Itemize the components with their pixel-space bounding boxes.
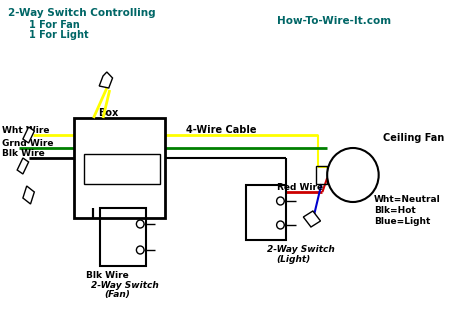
- Text: 1 For Fan: 1 For Fan: [29, 20, 79, 30]
- Text: 1 For Light: 1 For Light: [29, 30, 88, 40]
- Text: Red Wire: Red Wire: [276, 183, 323, 192]
- Text: How-To-Wire-It.com: How-To-Wire-It.com: [276, 16, 391, 26]
- Text: 2-Way Switch: 2-Way Switch: [267, 245, 335, 254]
- Text: Blk=Hot: Blk=Hot: [374, 206, 416, 215]
- Circle shape: [136, 220, 144, 228]
- Text: (Light): (Light): [276, 255, 311, 264]
- Circle shape: [276, 197, 284, 205]
- Text: Blk Wire: Blk Wire: [2, 149, 44, 158]
- Text: (Fan): (Fan): [104, 290, 130, 299]
- Text: 4-Wire Cable: 4-Wire Cable: [186, 125, 257, 135]
- Polygon shape: [23, 186, 35, 204]
- Circle shape: [276, 221, 284, 229]
- Text: Blk Wire: Blk Wire: [86, 271, 128, 280]
- Text: Blue=Light: Blue=Light: [374, 217, 430, 226]
- Circle shape: [136, 246, 144, 254]
- Text: Box: Box: [98, 108, 118, 118]
- Text: Ceiling Fan: Ceiling Fan: [384, 133, 445, 143]
- Text: 2-Way Switch Controlling: 2-Way Switch Controlling: [8, 8, 155, 18]
- Text: Wht=Neutral: Wht=Neutral: [374, 195, 441, 204]
- Text: 2-Way Switch: 2-Way Switch: [91, 281, 158, 290]
- Bar: [100, 208, 146, 266]
- Text: Grnd Wire: Grnd Wire: [2, 139, 54, 148]
- Polygon shape: [17, 158, 29, 174]
- Polygon shape: [303, 211, 321, 227]
- Bar: [246, 185, 286, 240]
- Bar: [316, 166, 327, 184]
- Text: Wht Wire: Wht Wire: [2, 126, 49, 135]
- Circle shape: [327, 148, 379, 202]
- Bar: [74, 118, 165, 218]
- Polygon shape: [99, 72, 113, 88]
- Bar: [84, 154, 160, 184]
- Polygon shape: [23, 127, 35, 143]
